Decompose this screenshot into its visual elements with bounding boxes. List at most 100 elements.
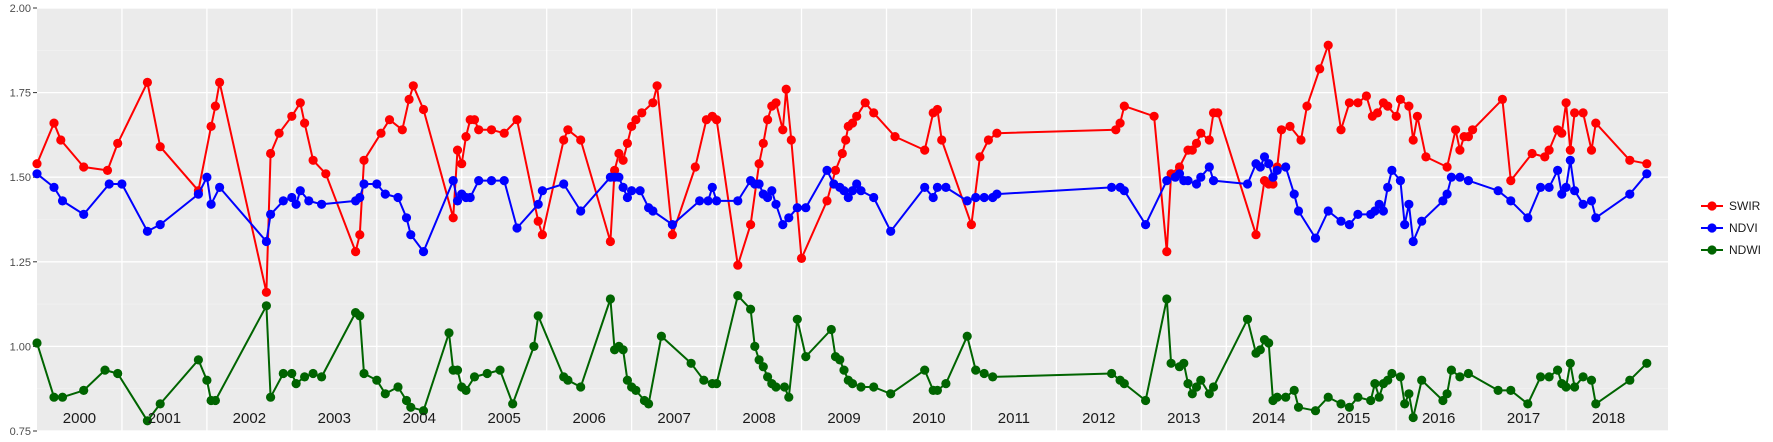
data-point-ndwi [771, 382, 781, 392]
data-point-ndvi [1344, 220, 1354, 230]
data-point-ndvi [104, 179, 114, 189]
data-point-ndwi [380, 389, 390, 399]
data-point-swir [308, 155, 318, 165]
data-point-ndwi [712, 379, 722, 389]
data-point-ndvi [206, 199, 216, 209]
data-point-ndwi [32, 338, 42, 348]
year-label: 2007 [657, 410, 690, 427]
data-point-ndvi [359, 179, 369, 189]
data-point-ndwi [1204, 389, 1214, 399]
data-point-swir [1451, 125, 1461, 135]
data-point-ndwi [835, 355, 845, 365]
data-point-swir [837, 148, 847, 159]
data-point-ndvi [1586, 196, 1597, 206]
data-point-ndvi [1119, 186, 1129, 196]
data-point-ndvi [1523, 213, 1533, 223]
data-point-ndwi [1336, 399, 1346, 409]
data-point-ndwi [210, 395, 220, 406]
data-point-ndwi [291, 379, 301, 389]
data-point-ndvi [695, 196, 705, 206]
series-ndvi [32, 152, 1652, 257]
legend-key-point-ndwi [1707, 245, 1717, 255]
data-point-swir [778, 125, 788, 135]
data-point-ndvi [452, 196, 463, 206]
data-point-ndvi [1196, 172, 1206, 182]
data-point-ndvi [979, 192, 989, 203]
data-point-swir [457, 159, 467, 169]
data-point-ndvi [355, 192, 365, 203]
data-point-ndvi [703, 196, 713, 206]
data-point-swir [1111, 125, 1121, 135]
year-label: 2002 [233, 410, 266, 427]
data-point-ndwi [644, 399, 654, 409]
data-point-ndvi [499, 176, 509, 186]
data-point-swir [690, 162, 700, 172]
data-point-swir [576, 135, 586, 145]
data-point-swir [1361, 91, 1371, 101]
data-point-swir [1463, 132, 1473, 142]
series-line-swir [36, 44, 1647, 294]
data-point-ndvi [266, 209, 276, 219]
data-point-swir [1383, 101, 1393, 111]
data-point-swir [1344, 98, 1354, 108]
data-point-swir [376, 128, 386, 138]
data-point-ndwi [792, 314, 802, 324]
data-point-ndvi [1378, 206, 1388, 216]
legend-item-ndwi: NDWI [1701, 243, 1761, 257]
data-point-ndvi [57, 196, 68, 206]
data-point-ndvi [1370, 206, 1380, 216]
data-point-ndwi [1442, 389, 1452, 399]
data-point-ndwi [1293, 402, 1304, 412]
data-point-swir [384, 115, 395, 125]
data-point-ndvi [1268, 172, 1278, 182]
data-point-swir [1570, 108, 1580, 118]
data-point-ndvi [1553, 165, 1563, 175]
data-point-ndvi [202, 172, 212, 182]
data-point-ndwi [869, 382, 879, 392]
data-point-ndwi [202, 375, 212, 385]
data-point-ndwi [401, 395, 412, 406]
data-point-swir [830, 165, 841, 175]
data-point-ndvi [763, 192, 773, 203]
data-point-ndvi [1442, 189, 1452, 199]
data-point-ndvi [971, 192, 981, 203]
data-point-ndwi [359, 368, 369, 379]
year-label: 2010 [912, 410, 945, 427]
data-point-ndwi [1578, 372, 1588, 382]
data-point-ndvi [261, 236, 271, 247]
year-label: 2009 [827, 410, 860, 427]
year-labels: 2000 2001 2002 2003 2004 2005 2006 2007 2008 2009… [63, 410, 1625, 427]
data-point-ndwi [1366, 395, 1376, 406]
data-point-swir [614, 148, 624, 159]
data-point-swir [754, 159, 764, 169]
data-point-ndvi [1387, 165, 1397, 175]
data-point-ndvi [1141, 220, 1151, 230]
data-point-ndwi [1119, 379, 1129, 389]
data-point-ndwi [1544, 372, 1554, 382]
data-point-swir [559, 135, 569, 145]
data-point-ndvi [1565, 155, 1575, 165]
year-label: 2005 [488, 410, 521, 427]
data-point-swir [499, 128, 509, 138]
data-point-ndvi [1204, 162, 1214, 172]
data-point-ndwi [1353, 392, 1363, 402]
data-point-ndvi [733, 196, 743, 206]
data-point-swir [1586, 145, 1597, 155]
data-point-swir [852, 111, 862, 121]
data-point-ndwi [113, 368, 123, 379]
data-point-ndvi [1408, 236, 1418, 247]
data-point-swir [142, 77, 152, 87]
data-point-ndwi [452, 365, 463, 375]
data-point-ndwi [576, 382, 586, 392]
data-point-swir [1336, 125, 1346, 135]
data-point-ndwi [563, 375, 573, 385]
data-point-swir [1276, 125, 1287, 135]
data-point-ndvi [1642, 169, 1652, 179]
data-point-ndwi [482, 368, 492, 379]
data-point-ndwi [1400, 399, 1410, 409]
data-point-swir [461, 132, 471, 142]
data-point-ndvi [1557, 189, 1567, 199]
data-point-swir [1468, 125, 1478, 135]
data-point-swir [1561, 98, 1571, 108]
